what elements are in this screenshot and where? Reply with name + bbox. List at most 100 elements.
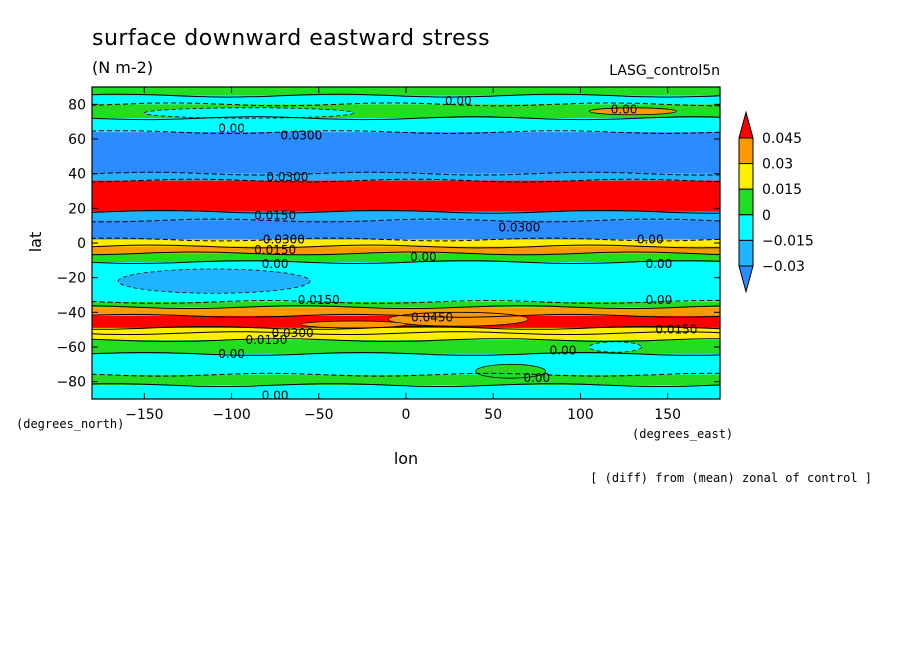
contour-band [92,374,720,386]
contour-line [92,209,720,214]
contour-patch [588,107,677,116]
colorbar-segment [738,163,754,190]
y-tick-label: 0 [77,236,86,252]
axes: −150 −100 −50 0 50 100 150 80 60 40 20 0 −20 −40 −60 −8… [56,86,721,423]
colorbar-label: 0.015 [762,182,802,198]
x-axis-label: lon [394,449,418,468]
x-tick-label: −150 [125,407,163,423]
x-tick-label: 150 [654,407,681,423]
contour-band [92,307,720,316]
contour-patch [143,107,355,119]
colorbar-segment [738,137,754,165]
x-tick-label: −50 [304,407,334,423]
y-axis-units: (degrees_north) [16,417,124,431]
contour-patch [300,320,407,329]
contour-label: 0.0300 [280,129,322,143]
contour-band [92,246,720,254]
contour-label: 0.0150 [245,333,287,347]
contour-label: 0.00 [637,233,664,247]
colorbar-label: −0.03 [762,259,805,275]
contour-line [92,351,720,356]
contour-patch [388,311,529,327]
contour-band [92,211,720,221]
contour-label: 0.0150 [254,243,296,257]
y-tick-label: 80 [68,97,86,113]
contour-line [92,325,720,330]
chart-title: surface downward eastward stress [92,26,490,51]
y-tick-label: 40 [68,167,86,183]
contour-label: 0.0150 [655,323,697,337]
contour-line [92,116,720,121]
contour-band [92,253,720,263]
contour-patch [475,363,546,379]
y-tick-label: −80 [56,375,86,391]
contour-band [92,239,720,247]
contour-line [92,260,720,265]
contour-label: 0.00 [218,122,245,136]
contour-band [92,220,720,240]
contour-band [92,385,720,399]
contour-line [92,218,720,223]
colorbar-segment [738,265,754,294]
contour-label: 0.00 [523,371,550,385]
contour-line [92,299,720,304]
contour-band [92,173,720,181]
y-axis-label: lat [26,232,45,253]
x-tick-label: 50 [484,407,502,423]
contour-label: 0.0300 [263,233,305,247]
contour-line [92,237,720,242]
contour-line [92,372,720,377]
contour-label: 0.00 [445,94,472,108]
contour-label: 0.0450 [411,311,453,325]
colorbar-segment [738,214,754,241]
contour-label: 0.0150 [254,208,296,222]
contour-band [92,118,720,133]
contour-band [92,95,720,105]
contour-label: 0.00 [646,293,673,307]
colorbar-label: 0.045 [762,131,802,147]
contour-line [92,178,720,183]
contour-band [92,301,720,308]
x-tick-label: −100 [212,407,250,423]
x-axis-units: (degrees_east) [632,427,733,441]
colorbar-segment [738,110,754,139]
chart-units: (N m-2) [92,58,153,77]
x-tick-label: 0 [402,407,411,423]
contour-band [92,180,720,212]
contour-patch [588,341,642,353]
contour-band [92,327,720,334]
contour-line [92,305,720,309]
colorbar-label: 0 [762,208,771,224]
contour-line [92,171,720,176]
contour-line [92,102,720,107]
contour-label: 0.00 [550,343,577,357]
colorbar-segment [738,188,754,216]
contour-line [92,130,720,135]
colorbar-label: 0.03 [762,157,793,173]
contour-label: 0.0300 [266,170,308,184]
y-tick-label: 60 [68,132,86,148]
contour-line [92,244,720,249]
y-tick-label: −40 [56,305,86,321]
colorbar-segment [738,239,754,267]
dataset-label: LASG_control5n [609,63,720,79]
contour-line [92,338,720,343]
contour-band [92,333,720,341]
y-tick-label: −20 [56,271,86,287]
colorbar-label: −0.015 [762,233,814,249]
y-tick-label: 20 [68,201,86,217]
contour-line [92,313,720,318]
contour-band [92,353,720,375]
colorbar: −0.03 −0.015 0 0.015 0.03 0.045 [738,110,814,294]
contour-label: 0.0300 [272,326,314,340]
contour-label: 0.00 [646,257,673,271]
contour-label: 0.00 [262,257,289,271]
x-tick-label: 100 [567,407,594,423]
contour-line [92,331,720,335]
comparison-note: [ (diff) from (mean) zonal of control ] [590,471,872,485]
contour-label: 0.00 [218,347,245,361]
y-tick-label: −60 [56,340,86,356]
contour-band [92,132,720,174]
